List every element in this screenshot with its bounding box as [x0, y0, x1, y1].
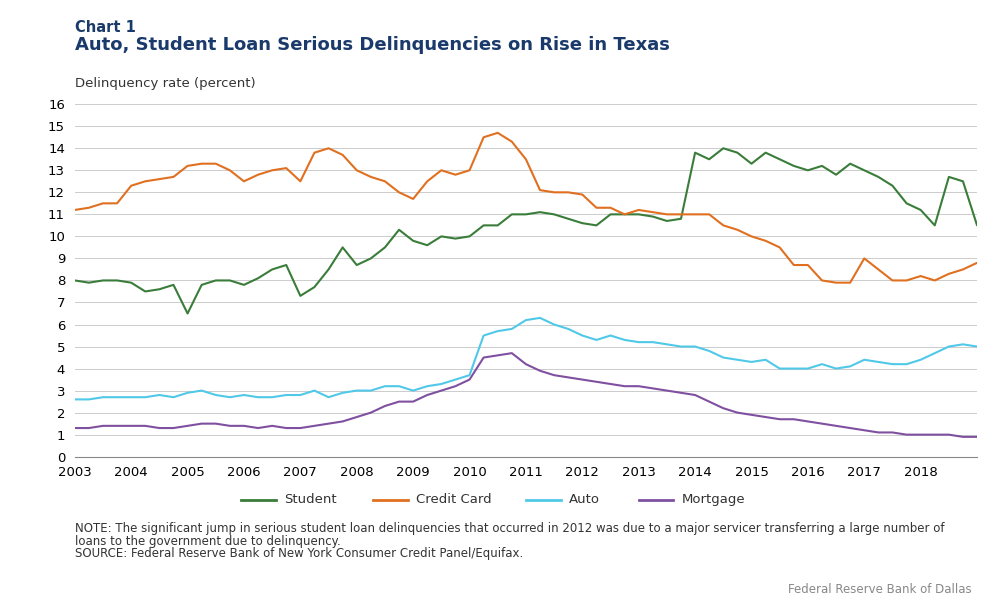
Text: SOURCE: Federal Reserve Bank of New York Consumer Credit Panel/Equifax.: SOURCE: Federal Reserve Bank of New York…	[75, 547, 523, 560]
Text: Student: Student	[283, 493, 336, 506]
Text: Credit Card: Credit Card	[416, 493, 492, 506]
Text: loans to the government due to delinquency.: loans to the government due to delinquen…	[75, 535, 341, 547]
Text: Auto, Student Loan Serious Delinquencies on Rise in Texas: Auto, Student Loan Serious Delinquencies…	[75, 36, 670, 53]
Text: Federal Reserve Bank of Dallas: Federal Reserve Bank of Dallas	[789, 583, 972, 596]
Text: Chart 1: Chart 1	[75, 20, 136, 34]
Text: Auto: Auto	[568, 493, 600, 506]
Text: Delinquency rate (percent): Delinquency rate (percent)	[75, 77, 255, 90]
Text: Mortgage: Mortgage	[681, 493, 745, 506]
Text: NOTE: The significant jump in serious student loan delinquencies that occurred i: NOTE: The significant jump in serious st…	[75, 522, 944, 535]
